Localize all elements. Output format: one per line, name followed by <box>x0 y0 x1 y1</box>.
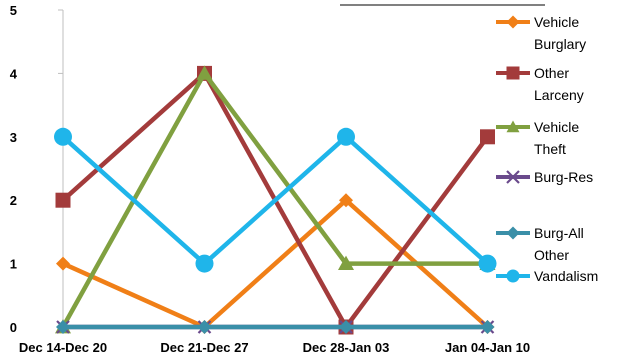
data-point-vehicle-theft <box>196 65 213 80</box>
legend-label: Larceny <box>534 87 584 103</box>
legend-label: Vandalism <box>534 268 598 284</box>
legend-label: Theft <box>534 141 566 157</box>
series-line-vandalism <box>61 134 490 266</box>
data-point-vandalism <box>337 127 355 146</box>
legend-swatch-marker <box>506 120 520 133</box>
data-point-vandalism <box>195 254 214 273</box>
series-vandalism <box>54 127 497 273</box>
data-point-vehicle-burglary <box>339 193 353 208</box>
y-tick-label: 4 <box>10 66 18 81</box>
data-point-vandalism <box>54 127 72 146</box>
legend-item-burg-res: Burg-Res <box>496 169 593 185</box>
data-point-other-larceny <box>55 192 71 208</box>
legend-swatch-marker <box>506 269 520 283</box>
legend-swatch-marker <box>506 226 520 240</box>
y-tick-label: 0 <box>10 320 17 335</box>
plot-area <box>54 65 497 335</box>
legend-swatch-marker <box>506 15 520 29</box>
legend-item-vandalism: Vandalism <box>496 268 598 284</box>
legend-item-vehicle-theft: Vehicle Theft <box>496 119 579 157</box>
legend: Vehicle Burglary Other Larceny Vehicle Theft B… <box>496 14 598 284</box>
y-tick-label: 3 <box>10 130 17 145</box>
legend-label: Other <box>534 247 569 263</box>
legend-label: Burglary <box>534 36 586 52</box>
data-point-burg-all-other <box>197 320 212 334</box>
data-point-other-larceny <box>480 129 495 145</box>
legend-item-other-larceny: Other Larceny <box>496 65 584 103</box>
data-point-vehicle-theft <box>338 255 354 270</box>
data-point-burg-all-other <box>480 320 495 334</box>
legend-label: Vehicle <box>534 14 579 30</box>
data-point-burg-all-other <box>339 320 353 334</box>
x-axis: Dec 14-Dec 20 Dec 21-Dec 27 Dec 28-Jan 03 J… <box>19 340 530 355</box>
x-tick-label: Dec 14-Dec 20 <box>19 340 107 355</box>
legend-label: Other <box>534 65 569 81</box>
y-tick-label: 5 <box>10 3 17 18</box>
data-point-burg-all-other <box>56 320 70 334</box>
legend-item-burg-all-other: Burg-All Other <box>496 225 584 263</box>
x-tick-label: Jan 04-Jan 10 <box>445 340 530 355</box>
data-point-vehicle-burglary <box>56 256 70 271</box>
legend-label: Burg-Res <box>534 169 593 185</box>
legend-item-vehicle-burglary: Vehicle Burglary <box>496 14 586 52</box>
legend-swatch-marker <box>506 66 520 80</box>
legend-swatch-marker <box>506 170 520 184</box>
data-point-vandalism <box>478 254 497 273</box>
series-burg-all-other <box>56 320 495 334</box>
y-tick-label: 2 <box>10 193 17 208</box>
y-axis: 0 1 2 3 4 5 <box>10 3 63 335</box>
legend-label: Vehicle <box>534 119 579 135</box>
x-tick-label: Dec 28-Jan 03 <box>303 340 390 355</box>
legend-label: Burg-All <box>534 225 584 241</box>
y-tick-label: 1 <box>10 257 17 272</box>
x-tick-label: Dec 21-Dec 27 <box>160 340 248 355</box>
